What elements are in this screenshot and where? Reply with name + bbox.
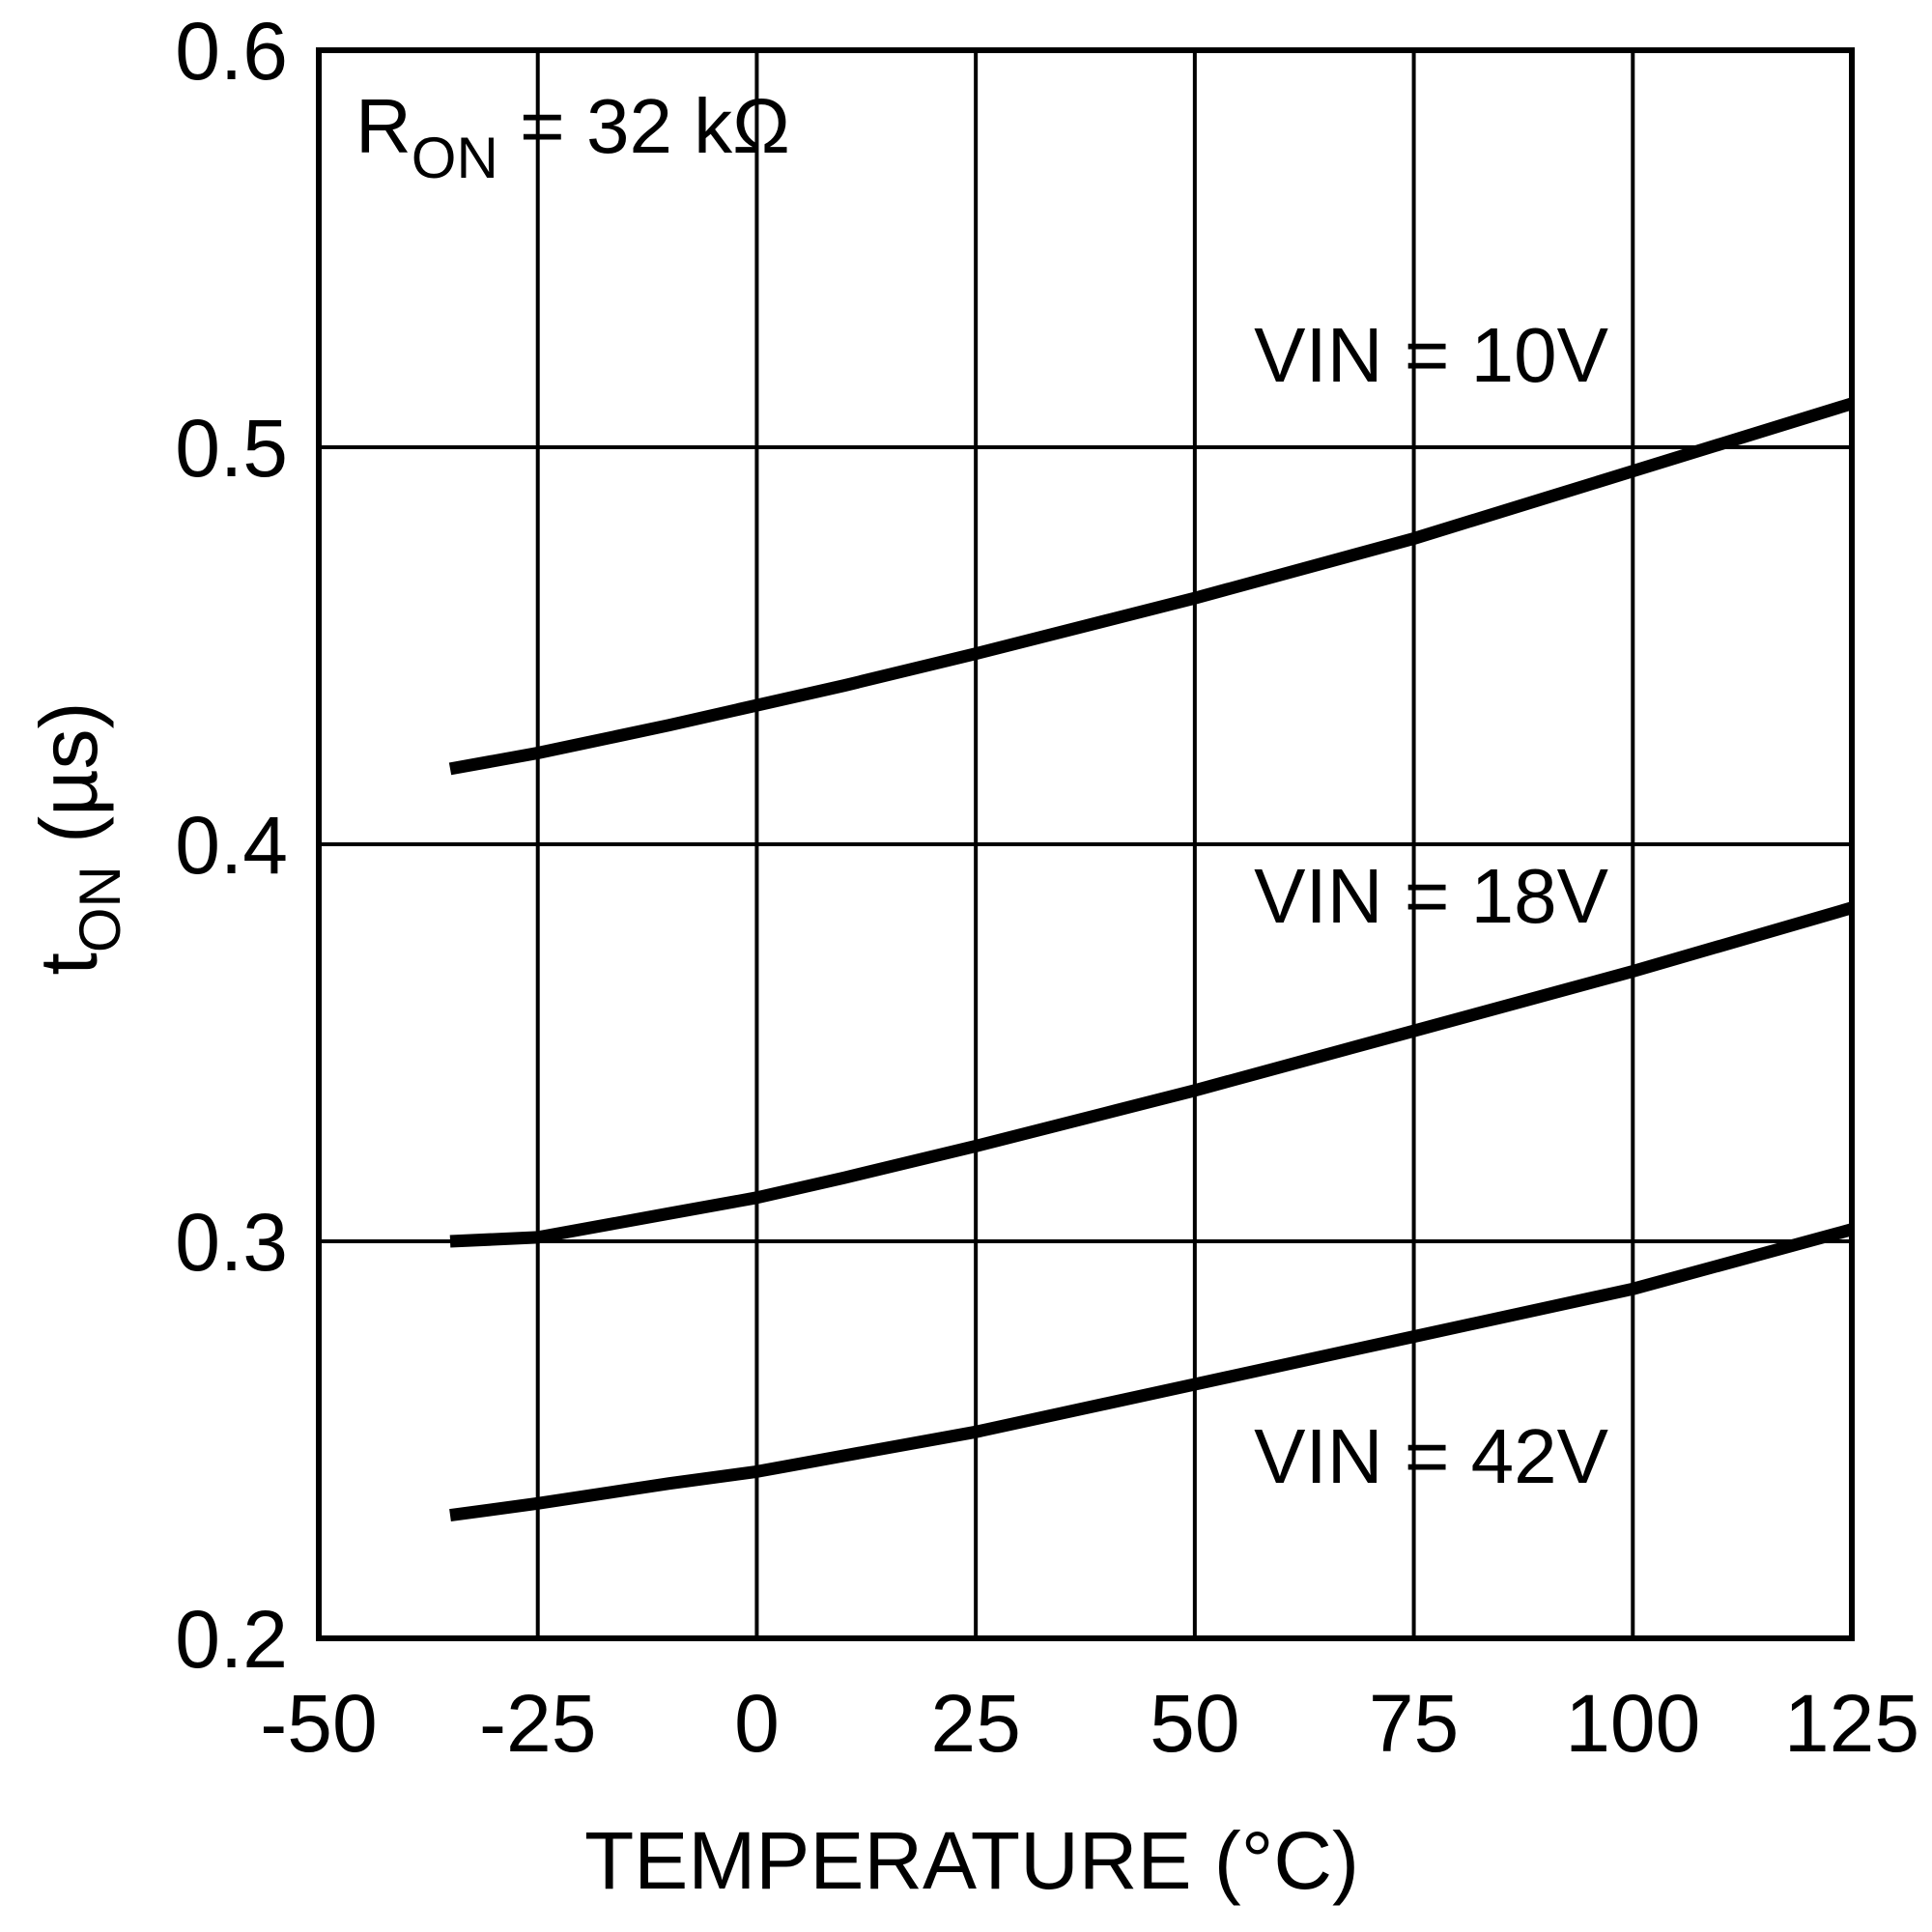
y-tick-label: 0.4 bbox=[175, 800, 288, 891]
ron-annotation-rest: = 32 kΩ bbox=[498, 83, 790, 169]
x-tick-label: 75 bbox=[1369, 1678, 1459, 1769]
x-tick-label: 100 bbox=[1565, 1678, 1700, 1769]
series-line-2 bbox=[449, 901, 1854, 1248]
ron-annotation-main: R bbox=[355, 83, 412, 169]
series-labels: VIN = 10V VIN = 18V VIN = 42V bbox=[1254, 312, 1609, 1499]
y-axis-label-sub: ON bbox=[68, 866, 132, 952]
ron-annotation: RON = 32 kΩ bbox=[355, 83, 790, 190]
plot-frame bbox=[316, 47, 1855, 1641]
y-tick-label: 0.3 bbox=[175, 1197, 288, 1288]
y-axis-label-unit: (µs) bbox=[23, 701, 114, 866]
x-tick-label: -50 bbox=[260, 1678, 377, 1769]
y-axis-label-main: t bbox=[23, 952, 114, 975]
ron-annotation-sub: ON bbox=[412, 126, 498, 190]
tick-labels: -50 -25 0 25 50 75 100 125 0.2 0.3 0.4 0.5 0.6 bbox=[175, 6, 1919, 1769]
series-label-3: VIN = 42V bbox=[1254, 1413, 1609, 1499]
series-label-1: VIN = 10V bbox=[1254, 312, 1609, 398]
series-line-1 bbox=[448, 397, 1854, 776]
x-tick-label: -25 bbox=[479, 1678, 596, 1769]
series-curves bbox=[448, 397, 1854, 1522]
x-tick-label: 25 bbox=[930, 1678, 1020, 1769]
x-axis-label: TEMPERATURE (°C) bbox=[584, 1815, 1359, 1906]
y-tick-label: 0.6 bbox=[175, 6, 288, 97]
y-axis-label: tON (µs) bbox=[23, 701, 132, 975]
x-tick-label: 50 bbox=[1150, 1678, 1239, 1769]
y-tick-label: 0.5 bbox=[175, 403, 288, 494]
x-tick-label: 125 bbox=[1784, 1678, 1919, 1769]
x-tick-label: 0 bbox=[734, 1678, 780, 1769]
series-label-2: VIN = 18V bbox=[1254, 853, 1609, 939]
grid-lines bbox=[319, 50, 1852, 1638]
y-tick-label: 0.2 bbox=[175, 1594, 288, 1685]
series-line-3 bbox=[449, 1223, 1854, 1522]
